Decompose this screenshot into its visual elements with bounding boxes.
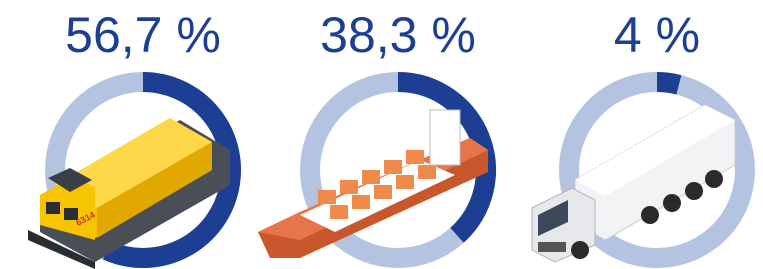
percentage-label: 4 %	[614, 7, 700, 63]
infographic: 6314 GLOBAL LINE 56,7 %38,3 %4 %	[0, 0, 763, 269]
percentage-label: 38,3 %	[320, 7, 476, 63]
donut-arc	[657, 82, 679, 85]
percentage-label: 56,7 %	[65, 7, 221, 63]
